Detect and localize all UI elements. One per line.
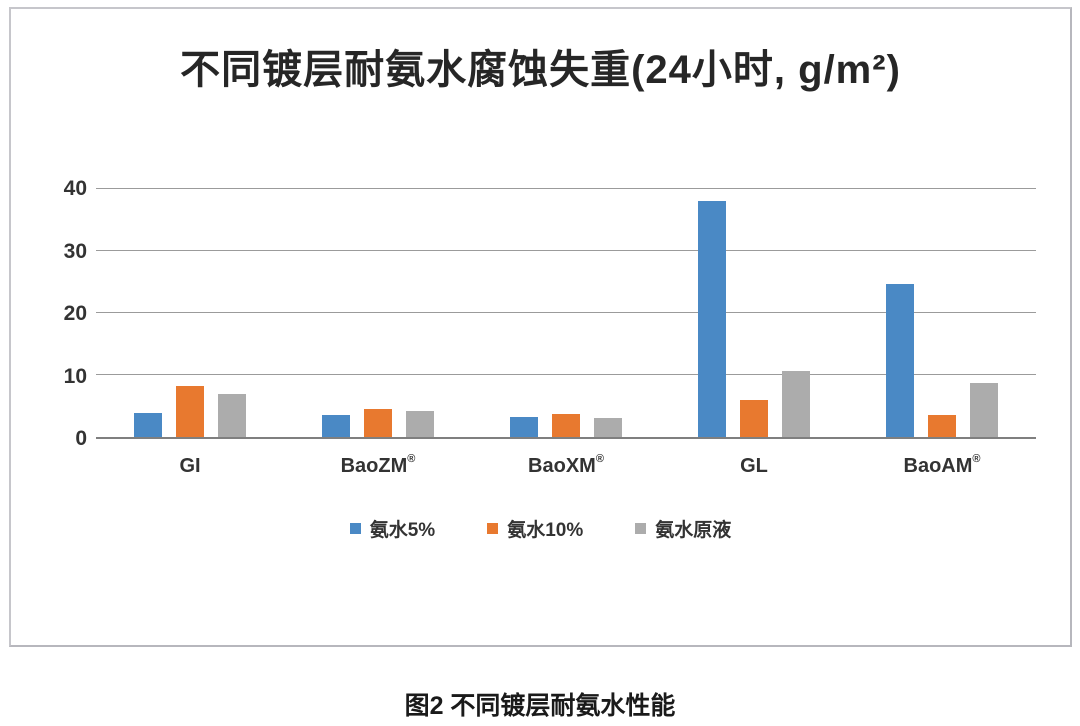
registered-mark: ® — [407, 453, 416, 466]
legend-item: 氨水原液 — [635, 515, 731, 542]
registered-mark: ® — [972, 453, 981, 466]
legend-swatch-icon — [349, 523, 361, 534]
bar — [176, 386, 204, 437]
x-axis: GI BaoZM® BaoXM® GL BaoAM® — [96, 453, 1036, 478]
registered-mark: ® — [595, 453, 604, 466]
y-tick-label-40: 40 — [63, 177, 87, 200]
gridline-20 — [96, 312, 1036, 313]
gridline-30 — [96, 250, 1036, 251]
y-axis: 0 10 20 30 40 — [39, 177, 87, 450]
bar — [886, 284, 914, 437]
y-tick-label-10: 10 — [63, 364, 87, 388]
x-tick-label-GL: GL — [740, 455, 768, 477]
bar — [552, 414, 580, 437]
bar-groups — [96, 189, 1036, 437]
bar-group-BaoAM — [848, 189, 1036, 437]
bar — [782, 371, 810, 437]
bar — [406, 410, 434, 437]
bar-group-GL — [660, 189, 848, 437]
bar — [218, 394, 246, 437]
y-tick-label-20: 20 — [63, 302, 87, 325]
bar — [322, 414, 350, 437]
gridline-10 — [96, 374, 1036, 375]
x-tick-label-BaoAM: BaoAM® — [903, 453, 981, 477]
legend-item: 氨水5% — [349, 515, 436, 542]
legend: 氨水5% 氨水10% 氨水原液 — [11, 515, 1070, 542]
bar-group-BaoZM — [284, 189, 472, 437]
legend-swatch-icon — [487, 523, 499, 534]
bar — [510, 416, 538, 437]
chart-title: 不同镀层耐氨水腐蚀失重(24小时, g/m²) — [180, 48, 901, 92]
legend-swatch-icon — [635, 523, 647, 534]
legend-label: 氨水5% — [369, 520, 436, 541]
legend-label: 氨水10% — [507, 520, 584, 541]
y-tick-label-30: 30 — [63, 239, 87, 263]
bar — [698, 201, 726, 437]
x-tick-label-BaoZM: BaoZM® — [340, 453, 416, 477]
figure-caption: 图2 不同镀层耐氨水性能 — [404, 692, 676, 720]
bar — [134, 413, 162, 437]
legend-item: 氨水10% — [487, 515, 583, 542]
gridline-40 — [96, 188, 1036, 189]
bar — [928, 415, 956, 437]
y-tick-label-0: 0 — [75, 427, 87, 450]
bar — [970, 383, 998, 437]
x-tick-label-BaoXM: BaoXM® — [528, 453, 604, 477]
bar — [364, 409, 392, 437]
plot-area — [96, 188, 1036, 439]
bar-group-BaoXM — [472, 189, 660, 437]
bar-group-GI — [96, 189, 284, 437]
chart-panel: 不同镀层耐氨水腐蚀失重(24小时, g/m²) 0 10 20 30 40 GI BaoZ… — [9, 7, 1072, 647]
x-tick-label-GI: GI — [179, 455, 201, 477]
bar — [594, 417, 622, 437]
legend-label: 氨水原液 — [655, 520, 732, 541]
bar — [740, 399, 768, 437]
